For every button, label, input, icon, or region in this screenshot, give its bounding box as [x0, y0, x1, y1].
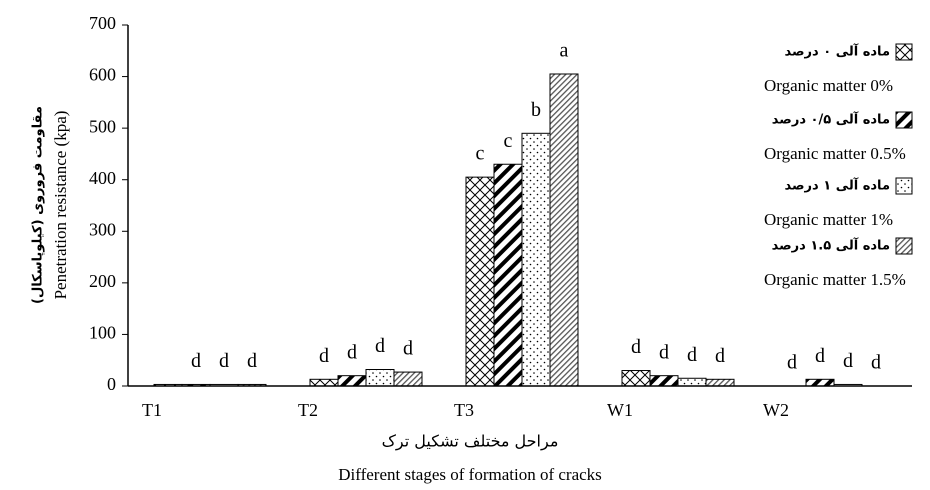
y-tick-label: 500	[89, 116, 116, 136]
significance-letter: d	[659, 341, 669, 363]
legend-label: Organic matter 1%	[764, 210, 893, 229]
legend-swatch	[895, 237, 913, 255]
legend-label-fa: ماده آلی ۰ درصد	[784, 43, 890, 60]
y-tick-label: 300	[89, 219, 116, 239]
x-tick-label: W2	[763, 400, 789, 420]
significance-letter: d	[375, 335, 385, 357]
significance-letter: d	[403, 338, 413, 360]
bar	[649, 375, 679, 387]
bar	[805, 378, 835, 387]
y-tick-label: 0	[107, 374, 116, 394]
significance-letter: d	[871, 352, 881, 374]
y-tick-label: 200	[89, 271, 116, 291]
legend-label-fa: ماده آلی ۱ درصد	[784, 177, 890, 194]
significance-letter: d	[319, 345, 329, 367]
bar	[621, 370, 651, 387]
legend-label: Organic matter 0.5%	[764, 144, 906, 163]
y-axis-label: Penetration resistance (kpa)	[51, 111, 70, 300]
significance-letter: d	[347, 341, 357, 363]
bar	[337, 375, 367, 387]
legend-label: Organic matter 1.5%	[764, 270, 906, 289]
legend-label-fa: ماده آلی ۰/۵ درصد	[772, 111, 890, 128]
bar	[309, 378, 339, 387]
significance-letter: c	[504, 130, 513, 152]
significance-letter: d	[247, 350, 257, 372]
y-tick-label: 700	[89, 13, 116, 33]
legend-swatch	[895, 43, 913, 61]
bar	[393, 371, 423, 387]
x-axis-label: Different stages of formation of cracks	[338, 465, 602, 484]
bar	[521, 132, 551, 387]
significance-letter: d	[843, 350, 853, 372]
significance-letter: d	[815, 345, 825, 367]
bar	[677, 377, 707, 387]
bar	[465, 176, 495, 387]
x-axis-label-fa: مراحل مختلف تشکیل ترک	[382, 432, 559, 452]
significance-letter: d	[219, 350, 229, 372]
bar	[549, 73, 579, 387]
bar	[365, 368, 395, 387]
y-tick-label: 600	[89, 65, 116, 85]
significance-letter: d	[687, 344, 697, 366]
bar	[493, 163, 523, 387]
y-tick-label: 100	[89, 323, 116, 343]
significance-letter: c	[476, 143, 485, 165]
legend-swatch	[895, 177, 913, 195]
significance-letter: a	[560, 40, 569, 62]
significance-letter: b	[531, 99, 541, 121]
significance-letter: d	[787, 352, 797, 374]
significance-letter: d	[715, 345, 725, 367]
x-tick-label: T1	[142, 400, 162, 420]
significance-letter: d	[631, 336, 641, 358]
legend-swatch	[895, 111, 913, 129]
y-axis-label-fa: مقاومت فروروی (کیلوپاسکال)	[31, 106, 46, 304]
legend-label-fa: ماده آلی ۱.۵ درصد	[772, 237, 890, 254]
x-tick-label: W1	[607, 400, 633, 420]
legend-label: Organic matter 0%	[764, 76, 893, 95]
y-tick-label: 400	[89, 168, 116, 188]
x-tick-label: T3	[454, 400, 474, 420]
significance-letter: d	[191, 350, 201, 372]
bar	[705, 378, 735, 387]
x-tick-label: T2	[298, 400, 318, 420]
